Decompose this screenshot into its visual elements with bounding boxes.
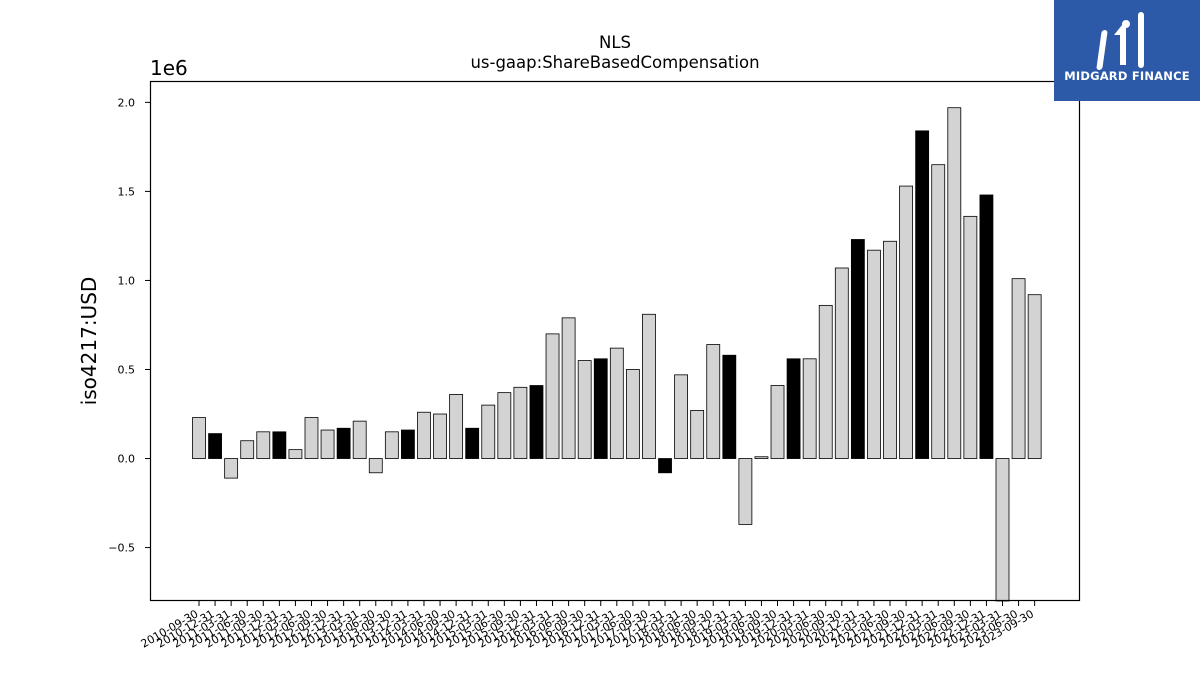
bar-2011-06-30 <box>240 440 255 459</box>
bar-2014-03-31 <box>417 411 431 459</box>
bar-2017-03-31 <box>609 347 624 459</box>
y-tick-label: 0.0 <box>118 453 136 466</box>
bar-2022-03-31 <box>931 164 946 459</box>
bar-2019-09-30 <box>770 385 785 459</box>
bar-2011-09-30 <box>256 431 271 459</box>
bar-2012-06-30 <box>304 417 319 459</box>
bar-2022-09-30 <box>963 215 978 459</box>
bar-2019-06-30 <box>754 456 769 459</box>
bar-2011-03-31 <box>224 458 239 479</box>
bar-2023-06-30 <box>1011 278 1026 459</box>
brand-logo: MIDGARD FINANCE <box>1054 0 1200 101</box>
bar-2022-12-31 <box>979 194 994 459</box>
bar-2020-03-31 <box>802 358 817 459</box>
bar-2012-03-31 <box>288 449 303 459</box>
bar-2021-09-30 <box>899 185 913 459</box>
bar-2022-06-30 <box>947 107 962 459</box>
bar-2023-09-30 <box>1027 294 1042 459</box>
bar-2020-12-31 <box>850 239 865 459</box>
y-tick-label: 0.5 <box>118 363 136 376</box>
bar-2020-09-30 <box>834 267 849 459</box>
bar-2017-09-30 <box>642 313 656 459</box>
bar-2013-12-31 <box>401 429 415 459</box>
bar-2015-12-31 <box>529 385 544 459</box>
bar-2014-06-30 <box>433 413 447 459</box>
bar-2015-03-31 <box>481 404 496 459</box>
bar-2014-09-30 <box>449 394 464 459</box>
bar-2021-03-31 <box>867 249 881 459</box>
bar-2019-03-31 <box>738 458 753 525</box>
logo-text: MIDGARD FINANCE <box>1064 69 1190 83</box>
bar-2015-09-30 <box>513 386 528 459</box>
bar-2023-03-31 <box>995 458 1010 602</box>
bar-2015-06-30 <box>497 392 512 459</box>
bar-2016-06-30 <box>561 317 576 459</box>
bar-2019-12-31 <box>786 358 801 459</box>
bar-2010-12-31 <box>208 433 222 459</box>
bar-2016-12-31 <box>593 358 608 459</box>
y-tick-label: 1.5 <box>118 185 136 198</box>
y-tick-label: 2.0 <box>118 96 136 109</box>
bar-2018-09-30 <box>706 344 721 459</box>
bar-2013-06-30 <box>368 458 383 474</box>
bar-2014-12-31 <box>465 427 480 459</box>
bar-2013-03-31 <box>352 420 367 459</box>
y-axis-label: iso4217:USD <box>77 277 101 406</box>
bar-2016-03-31 <box>545 333 560 459</box>
bar-2020-06-30 <box>818 304 833 459</box>
bar-2017-06-30 <box>625 369 640 459</box>
bar-2012-09-30 <box>320 429 335 459</box>
bar-2018-03-31 <box>674 374 688 459</box>
bar-2018-12-31 <box>722 354 737 459</box>
chart-subtitle: us-gaap:ShareBasedCompensation <box>470 53 759 72</box>
bar-2010-09-30 <box>192 417 206 459</box>
y-multiplier-label: 1e6 <box>150 56 188 80</box>
bar-2012-12-31 <box>336 427 351 459</box>
bar-2013-09-30 <box>384 431 399 459</box>
y-tick-label: −0.5 <box>108 542 135 555</box>
bar-2017-12-31 <box>658 458 672 474</box>
midgard-logo-icon <box>1096 12 1144 70</box>
plot-frame <box>149 80 1081 602</box>
bar-2018-06-30 <box>690 410 705 459</box>
chart-title: NLS <box>599 33 631 52</box>
bar-2011-12-31 <box>272 431 287 459</box>
y-tick-label: 1.0 <box>118 274 136 287</box>
bar-2021-06-30 <box>883 240 897 459</box>
bar-2021-12-31 <box>915 130 930 459</box>
bar-2016-09-30 <box>577 360 592 459</box>
